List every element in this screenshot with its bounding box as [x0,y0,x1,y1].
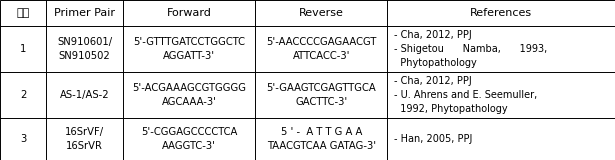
Text: 5'-AACCCCGAGAACGT
ATTCACC-3': 5'-AACCCCGAGAACGT ATTCACC-3' [266,37,376,61]
Text: 5'-GTTTGATCCTGGCTC
AGGATT-3': 5'-GTTTGATCCTGGCTC AGGATT-3' [133,37,245,61]
Text: 16SrVF/
16SrVR: 16SrVF/ 16SrVR [65,127,104,151]
Text: 5'-GAAGTCGAGTTGCA
GACTTC-3': 5'-GAAGTCGAGTTGCA GACTTC-3' [266,83,376,107]
Text: References: References [470,8,533,18]
Text: SN910601/
SN910502: SN910601/ SN910502 [57,37,112,61]
Text: 5'-ACGAAAGCGTGGGG
AGCAAA-3': 5'-ACGAAAGCGTGGGG AGCAAA-3' [132,83,246,107]
Text: AS-1/AS-2: AS-1/AS-2 [60,90,109,100]
Text: - Cha, 2012, PPJ
- U. Ahrens and E. Seemuller,
  1992, Phytopathology: - Cha, 2012, PPJ - U. Ahrens and E. Seem… [394,76,537,114]
Text: Reverse: Reverse [299,8,344,18]
Text: 2: 2 [20,90,26,100]
Text: Forward: Forward [167,8,212,18]
Text: 3: 3 [20,134,26,144]
Text: Primer Pair: Primer Pair [54,8,115,18]
Text: - Cha, 2012, PPJ
- Shigetou      Namba,      1993,
  Phytopathology: - Cha, 2012, PPJ - Shigetou Namba, 1993,… [394,30,547,68]
Text: 연번: 연번 [17,8,30,18]
Text: 1: 1 [20,44,26,54]
Text: 5'-CGGAGCCCCTCA
AAGGTC-3': 5'-CGGAGCCCCTCA AAGGTC-3' [141,127,237,151]
Text: - Han, 2005, PPJ: - Han, 2005, PPJ [394,134,472,144]
Text: 5 ' -  A T T G A A
TAACGTCAA GATAG-3': 5 ' - A T T G A A TAACGTCAA GATAG-3' [267,127,376,151]
